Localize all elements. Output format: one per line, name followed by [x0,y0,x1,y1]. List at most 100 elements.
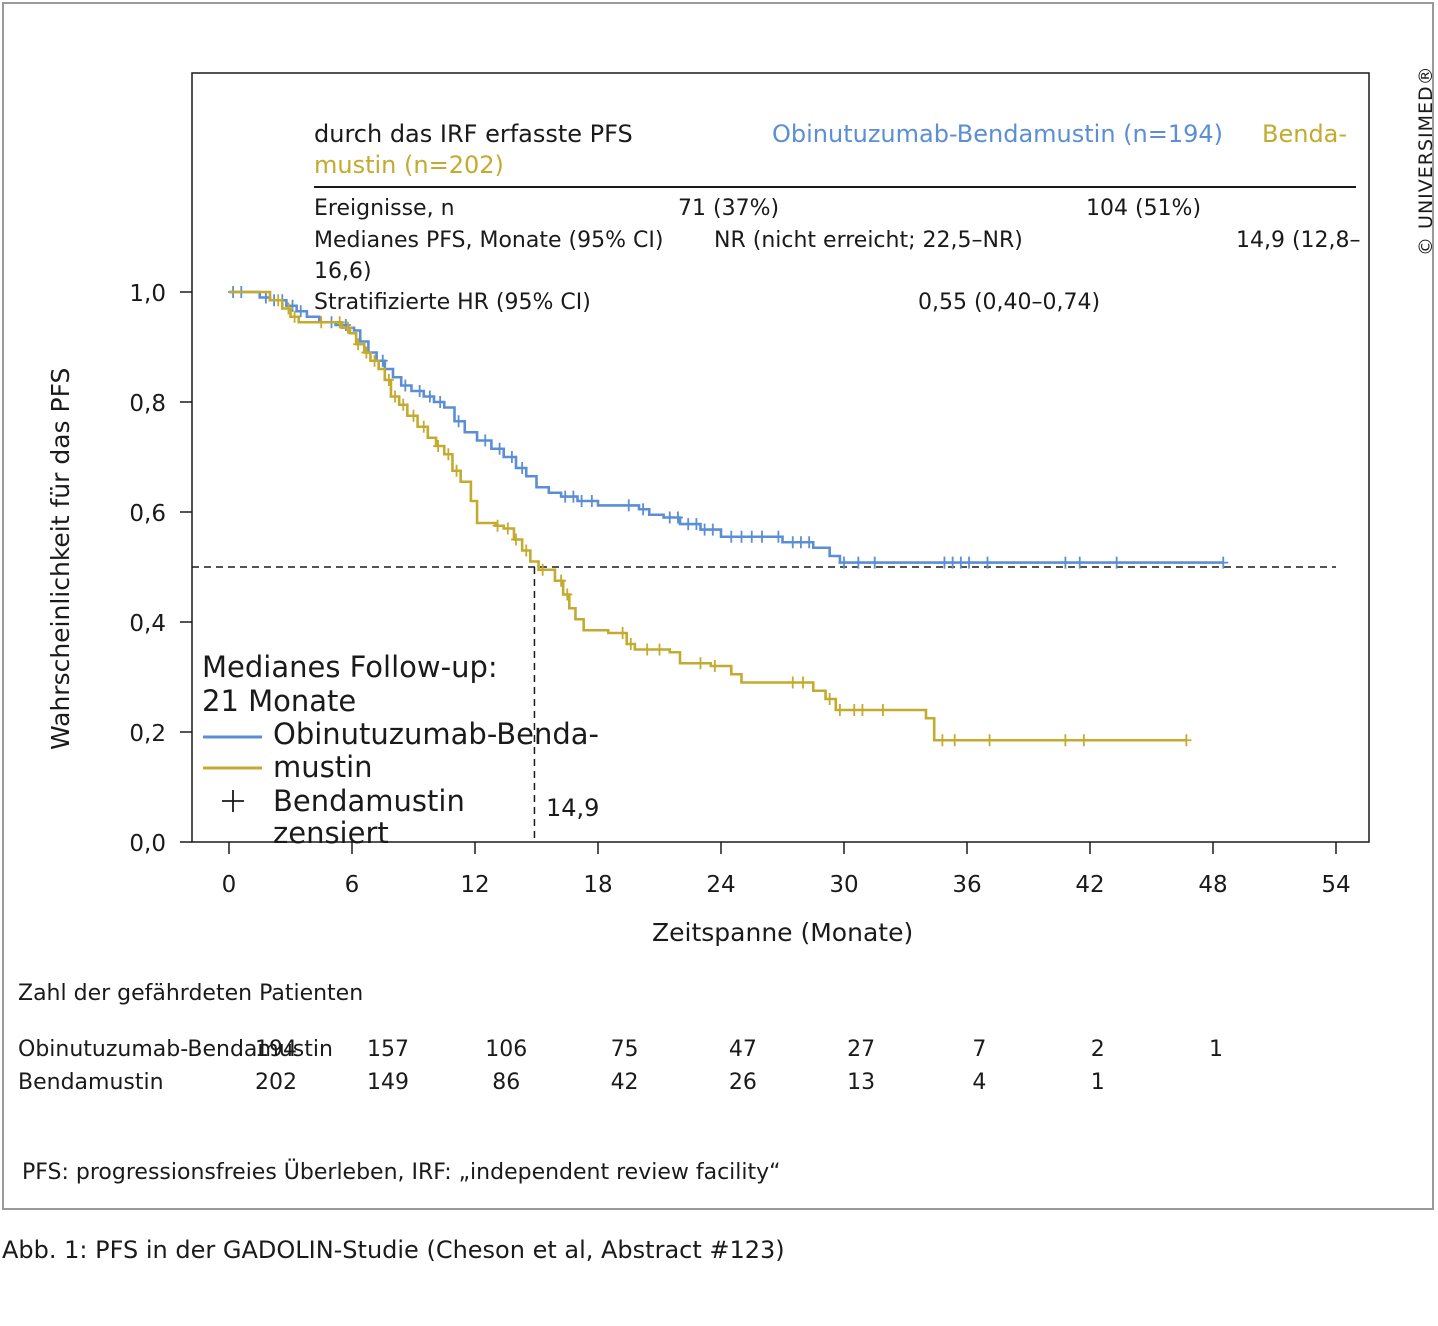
censor-mark-benda-5 [342,321,353,334]
censor-mark-obi-47 [1060,556,1071,569]
censor-mark-obi-24 [638,503,649,516]
at-risk-value-obi-3: 75 [610,1037,639,1062]
legend-followup-2: 21 Monate [202,684,357,718]
censor-mark-benda-19 [511,533,521,546]
censor-mark-benda-35 [857,704,868,716]
censor-mark-obi-23 [623,499,634,512]
censor-mark-benda-12 [408,409,419,422]
censor-mark-benda-23 [562,588,573,601]
at-risk-value-benda-0: 202 [255,1070,297,1095]
at-risk-value-benda-1: 149 [367,1070,409,1095]
censor-mark-benda-15 [443,448,454,461]
censor-mark-benda-4 [334,316,345,329]
censor-mark-obi-20 [568,490,579,503]
header-title: durch das IRF erfasste PFS [314,120,633,148]
km-curve-bendamustin [229,290,1187,742]
censor-mark-benda-40 [1060,734,1071,747]
censor-mark-benda-9 [383,374,394,386]
censor-mark-benda-22 [556,574,567,587]
censor-mark-benda-6 [353,338,364,351]
watermark-wrap: © UNIVERSIMED® [1388,65,1437,260]
censor-mark-benda-28 [695,657,706,670]
censor-mark-obi-35 [773,530,784,543]
censor-mark-obi-13 [435,396,446,408]
y-tick-label-3: 0,6 [129,501,166,527]
row-median-benda-1: 14,9 (12,8– [1236,228,1361,253]
censor-mark-obi-46 [982,556,993,569]
x-tick-label-24: 24 [706,872,735,898]
x-tick-label-0: 0 [222,872,237,898]
censor-mark-obi-10 [400,379,411,392]
at-risk-title: Zahl der gefährdeten Patienten [18,981,364,1006]
at-risk-row-obi-name: Obinutuzumab-Bendamustin [18,1037,333,1062]
at-risk-value-obi-1: 157 [367,1037,409,1062]
censor-mark-benda-42 [1181,734,1192,747]
censor-mark-obi-40 [853,556,864,569]
figure-frame [2,2,1434,1210]
censor-mark-benda-26 [642,643,653,656]
at-risk-value-benda-3: 42 [610,1070,639,1095]
watermark-universimed: © UNIVERSIMED® [1415,65,1437,256]
censor-mark-obi-30 [707,523,718,536]
censor-mark-benda-16 [451,464,462,477]
censor-mark-benda-8 [369,354,380,367]
x-tick-label-54: 54 [1321,872,1350,898]
x-tick-label-48: 48 [1198,872,1227,898]
censor-mark-obi-31 [726,530,737,543]
header-col-bendamustin-2: mustin (n=202) [314,151,504,179]
y-tick-label-5: 1,0 [129,281,166,307]
row-events-obi: 71 (37%) [678,196,780,221]
censor-mark-obi-18 [517,462,528,474]
x-tick-label-18: 18 [583,872,612,898]
at-risk-value-obi-7: 2 [1090,1037,1105,1062]
censor-mark-obi-49 [1111,556,1122,569]
at-risk-value-benda-6: 4 [972,1070,987,1095]
censor-mark-obi-26 [672,511,683,524]
censor-mark-obi-34 [757,530,767,543]
censor-mark-obi-15 [480,434,491,447]
censor-mark-obi-45 [964,556,975,569]
x-tick-label-6: 6 [345,872,360,898]
censor-mark-benda-27 [654,643,665,656]
censor-mark-benda-13 [418,420,429,433]
at-risk-value-benda-4: 26 [728,1070,757,1095]
row-hr-value: 0,55 (0,40–0,74) [918,290,1101,315]
row-hr-label: Stratifizierte HR (95% CI) [314,290,591,315]
censor-mark-benda-3 [316,316,327,329]
censor-mark-benda-31 [798,676,808,689]
x-tick-label-12: 12 [460,872,489,898]
censor-mark-obi-16 [494,442,505,455]
censor-mark-obi-6 [295,305,306,318]
y-tick-label-1: 0,2 [129,721,166,747]
legend-benda-1: Bendamustin [273,784,465,818]
censor-mark-benda-37 [937,734,948,747]
censor-mark-obi-33 [746,530,757,543]
censor-mark-obi-21 [576,495,587,507]
header-col-bendamustin-1: Benda- [1262,120,1348,148]
censor-mark-benda-30 [787,676,798,689]
censor-mark-benda-29 [709,660,720,672]
censor-mark-benda-2 [289,310,300,323]
censor-mark-obi-11 [414,385,425,397]
censor-mark-benda-32 [824,693,835,705]
at-risk-value-benda-2: 86 [492,1070,521,1095]
y-axis-label: Wahrscheinlichkeit für das PFS [46,367,75,750]
censor-mark-benda-38 [949,734,960,747]
at-risk-value-obi-8: 1 [1209,1037,1223,1062]
km-curve-obinutuzumab [229,290,1224,564]
censor-mark-obi-38 [804,536,815,549]
legend-obi-1: Obinutuzumab-Benda- [273,717,600,751]
legend-benda-2: zensiert [273,816,389,850]
censor-mark-benda-41 [1078,734,1089,747]
x-tick-label-36: 36 [952,872,981,898]
censor-mark-obi-22 [586,495,597,507]
legend-obi-2: mustin [273,750,373,784]
at-risk-value-obi-2: 106 [485,1037,528,1062]
censor-mark-benda-0 [273,294,284,307]
row-median-benda-2: 16,6) [314,259,372,284]
median-label: 14,9 [546,794,600,822]
censor-mark-benda-21 [537,563,548,576]
censor-mark-benda-20 [521,544,532,557]
at-risk-value-obi-6: 7 [972,1037,987,1062]
